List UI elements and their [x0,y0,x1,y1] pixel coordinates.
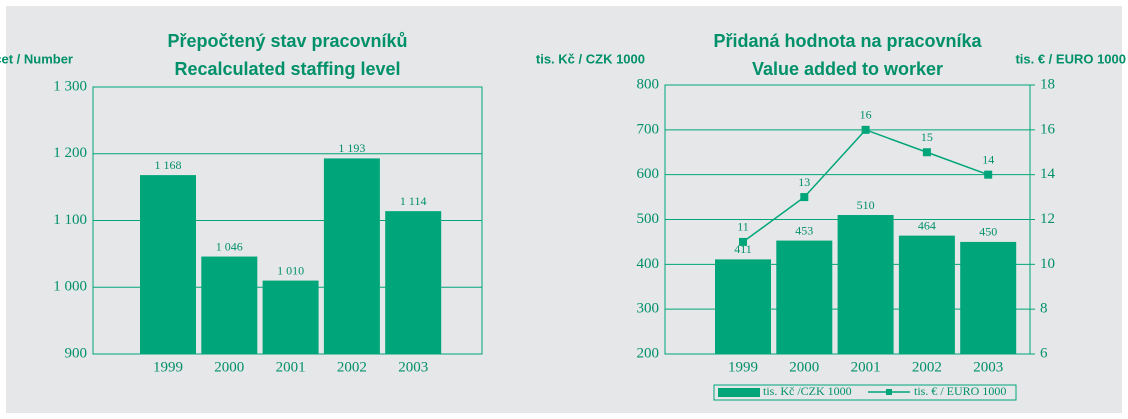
line-marker [861,125,870,134]
line-marker [922,148,931,157]
value-label: 1 010 [277,263,304,277]
y-tick-label: 800 [637,76,660,92]
y2-tick-label: 6 [1040,345,1048,361]
x-tick-label: 2003 [973,359,1003,375]
line-marker [739,237,747,246]
bar [262,280,319,354]
y2-tick-label: 18 [1040,76,1055,92]
bar [837,215,894,354]
y2-tick-label: 8 [1040,301,1048,317]
y2-tick-label: 12 [1040,211,1055,227]
bar [898,235,955,354]
y-tick-label: 200 [637,345,660,361]
y-tick-label: 500 [637,211,660,227]
bar [140,175,196,354]
x-tick-label: 2003 [398,359,428,375]
y-tick-label: 1 200 [53,145,87,161]
x-tick-label: 2002 [337,359,367,375]
value-label: 1 168 [155,158,182,172]
y-axis-label: tis. Kč / CZK 1000 [536,51,645,66]
bar [960,241,1017,354]
x-tick-label: 2001 [851,359,881,375]
y-tick-label: 1 000 [53,279,87,295]
line-value-label: 11 [737,220,749,234]
value-label: 453 [795,223,813,237]
value-label: 1 114 [400,194,427,208]
value-label: 450 [979,225,997,239]
value-label: 510 [857,198,875,212]
y-tick-label: 1 100 [53,212,87,228]
bar [323,158,380,354]
x-tick-label: 2000 [214,359,244,375]
legend-box [713,384,1017,401]
line-value-label: 15 [921,130,933,144]
legend-label: tis. € / EURO 1000 [914,384,1006,398]
value-label: 1 046 [216,239,243,253]
y-tick-label: 900 [65,345,88,361]
legend-label: tis. Kč /CZK 1000 [763,384,852,398]
line-value-label: 13 [798,175,810,189]
value-label: 464 [918,218,936,232]
y-tick-label: 700 [637,121,660,137]
legend-swatch [718,388,760,397]
y-tick-label: 400 [637,256,660,272]
x-tick-label: 1999 [153,359,183,375]
line-marker [984,170,993,179]
y2-tick-label: 14 [1040,166,1056,182]
y-tick-label: 300 [637,301,660,317]
bar [201,256,258,354]
x-tick-label: 2000 [789,359,819,375]
x-tick-label: 2001 [276,359,306,375]
x-tick-label: 1999 [728,359,758,375]
value-label: 411 [734,242,752,256]
line-value-label: 14 [982,152,994,166]
bar [776,240,833,354]
chart-title: Přepočtený stav pracovníků [167,31,407,51]
y2-tick-label: 10 [1040,256,1055,272]
chart-subtitle: Recalculated staffing level [174,59,400,79]
value-label: 1 193 [338,141,365,155]
line-marker [800,193,809,202]
legend-marker [886,389,892,395]
bar [385,211,442,354]
chart-title: Přidaná hodnota na pracovníka [713,31,982,51]
y-tick-label: 1 300 [53,78,87,94]
line-value-label: 16 [860,108,872,122]
y-axis-label: Počet / Number [0,51,73,66]
bar [715,259,771,354]
x-tick-label: 2002 [912,359,942,375]
y2-axis-label: tis. € / EURO 1000 [1015,51,1126,66]
chart-subtitle: Value added to worker [752,59,943,79]
y2-tick-label: 16 [1040,121,1056,137]
y-tick-label: 600 [637,166,660,182]
